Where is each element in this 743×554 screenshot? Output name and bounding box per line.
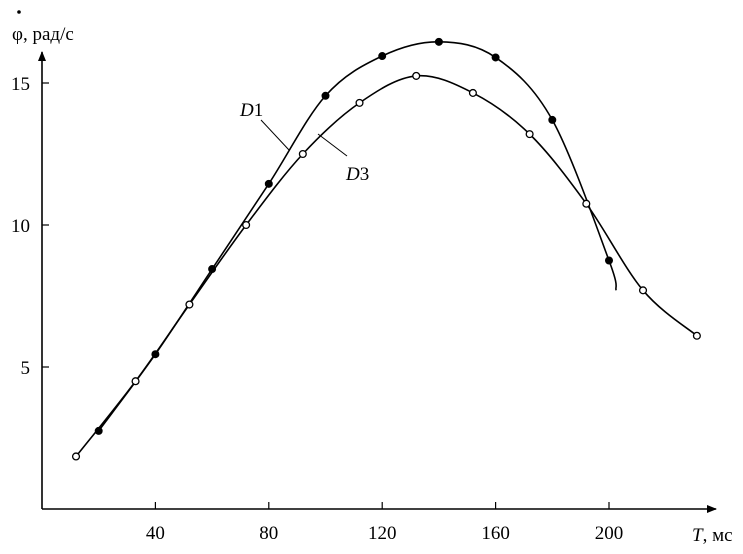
x-tick-label: 40 <box>146 523 165 544</box>
series-line-d3 <box>75 74 698 457</box>
series-label-letter: D <box>239 100 254 121</box>
x-axis-unit: , мс <box>703 525 733 546</box>
data-point-d1 <box>378 52 387 61</box>
data-point-d1 <box>208 265 217 274</box>
series-label-d1: D1 <box>239 100 263 121</box>
data-point-d1 <box>434 37 443 46</box>
data-point-d3 <box>638 286 648 295</box>
y-tick-label: 10 <box>11 216 30 237</box>
data-point-d1 <box>491 53 500 62</box>
series-label-leader-d3 <box>317 133 348 157</box>
x-tick-label: 120 <box>368 523 397 544</box>
data-point-d3 <box>298 149 307 159</box>
x-axis-title: T, мс <box>692 525 733 546</box>
data-point-d1 <box>548 115 557 124</box>
data-point-d3 <box>468 88 477 97</box>
points <box>71 37 701 461</box>
data-point-d3 <box>692 331 701 340</box>
data-point-d3 <box>131 377 140 386</box>
x-tick-label: 160 <box>481 523 510 544</box>
y-tick-label: 15 <box>11 74 30 95</box>
x-axis-symbol: T <box>692 525 704 546</box>
y-axis-symbol: φ <box>12 24 23 45</box>
axes <box>38 51 717 513</box>
series-label-d3: D3 <box>345 164 369 185</box>
ticks: 40 80 120 160 200 5 10 15 <box>11 74 623 544</box>
data-point-d3 <box>185 300 194 309</box>
series-label-leader-d1 <box>260 119 290 151</box>
y-axis-unit: , рад/с <box>23 24 74 45</box>
data-point-d3 <box>242 220 251 230</box>
data-point-d1 <box>151 350 160 359</box>
series-label-letter: D <box>345 164 360 185</box>
data-point-d1 <box>321 91 330 100</box>
data-point-d3 <box>582 199 591 208</box>
data-point-d3 <box>71 452 81 461</box>
data-point-d3 <box>412 71 421 80</box>
y-tick-label: 5 <box>21 358 31 379</box>
data-point-d1 <box>605 256 614 265</box>
data-point-d3 <box>525 130 534 139</box>
data-point-d1 <box>264 179 273 188</box>
series-label-number: 1 <box>254 100 264 121</box>
curves <box>75 41 698 457</box>
y-axis-dot <box>17 10 21 14</box>
x-tick-label: 200 <box>595 523 624 544</box>
x-tick-label: 80 <box>259 523 278 544</box>
y-axis-title: φ, рад/с <box>12 24 74 45</box>
series-label-number: 3 <box>360 164 370 185</box>
data-point-d1 <box>94 426 103 435</box>
data-point-d3 <box>355 98 364 107</box>
